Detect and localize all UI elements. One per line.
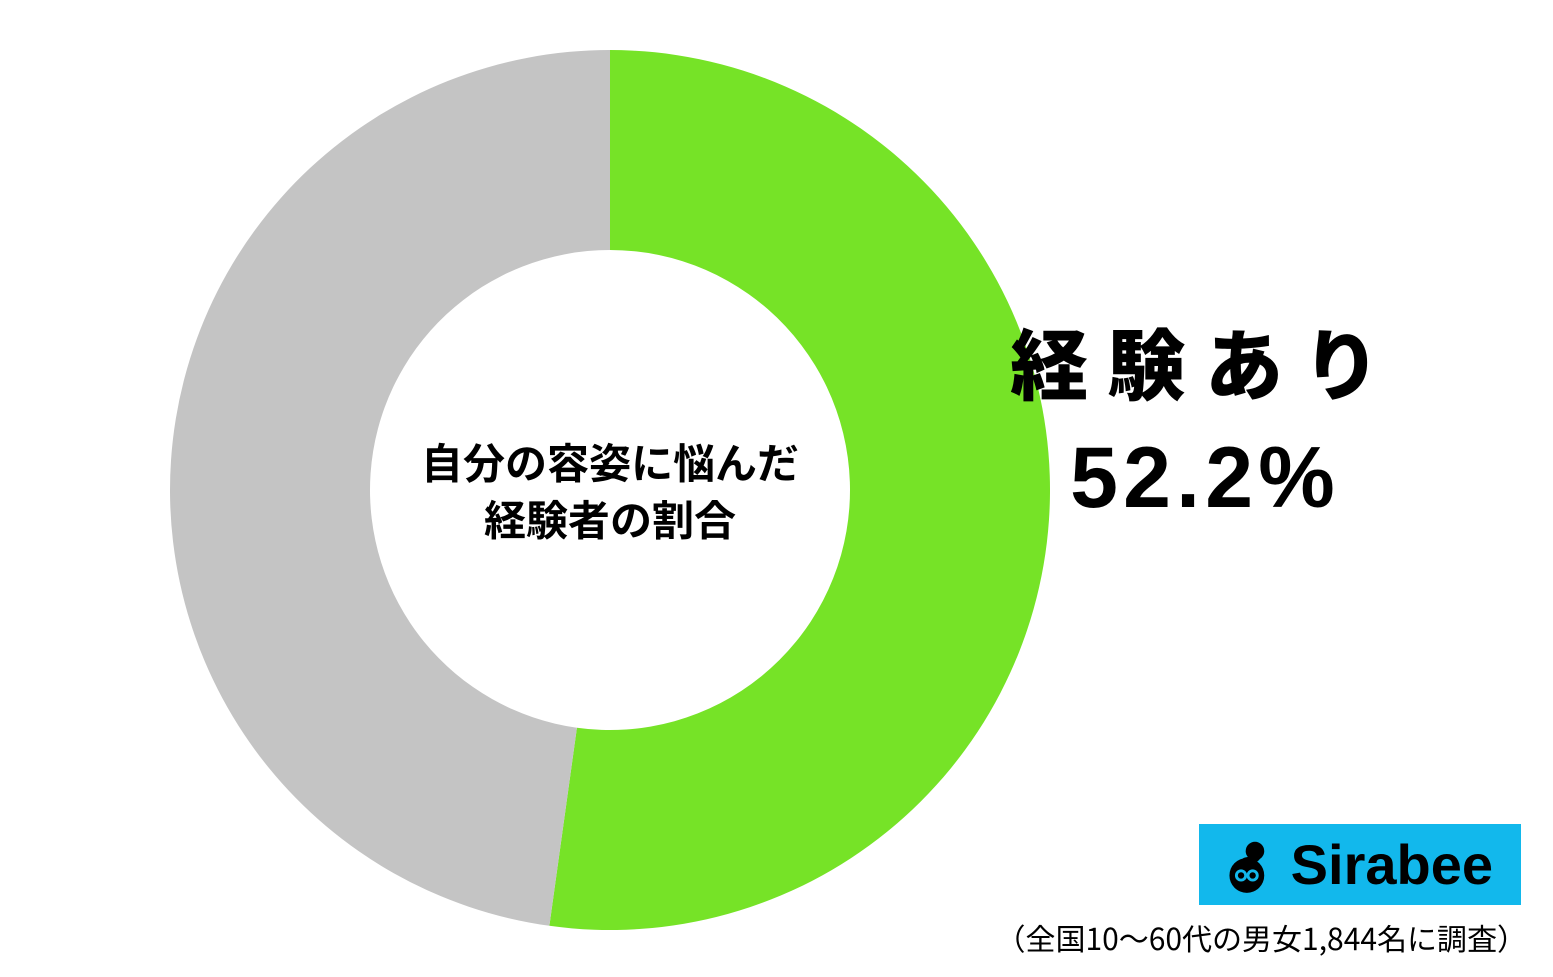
donut-chart: 自分の容姿に悩んだ 経験者の割合 bbox=[170, 50, 1050, 930]
callout: 経験あり 52.2% bbox=[1010, 305, 1400, 528]
chart-center-label: 自分の容姿に悩んだ 経験者の割合 bbox=[421, 433, 799, 546]
center-label-line2: 経験者の割合 bbox=[421, 490, 799, 547]
callout-value: 52.2% bbox=[1010, 429, 1400, 528]
callout-label: 経験あり bbox=[1010, 305, 1400, 417]
sirabee-logo-mark-icon bbox=[1219, 836, 1277, 894]
sirabee-logo-text: Sirabee bbox=[1291, 832, 1493, 897]
sirabee-logo: Sirabee bbox=[1199, 824, 1521, 905]
survey-footnote: （全国10～60代の男女1,844名に調査） bbox=[995, 915, 1527, 959]
center-label-line1: 自分の容姿に悩んだ bbox=[421, 433, 799, 490]
